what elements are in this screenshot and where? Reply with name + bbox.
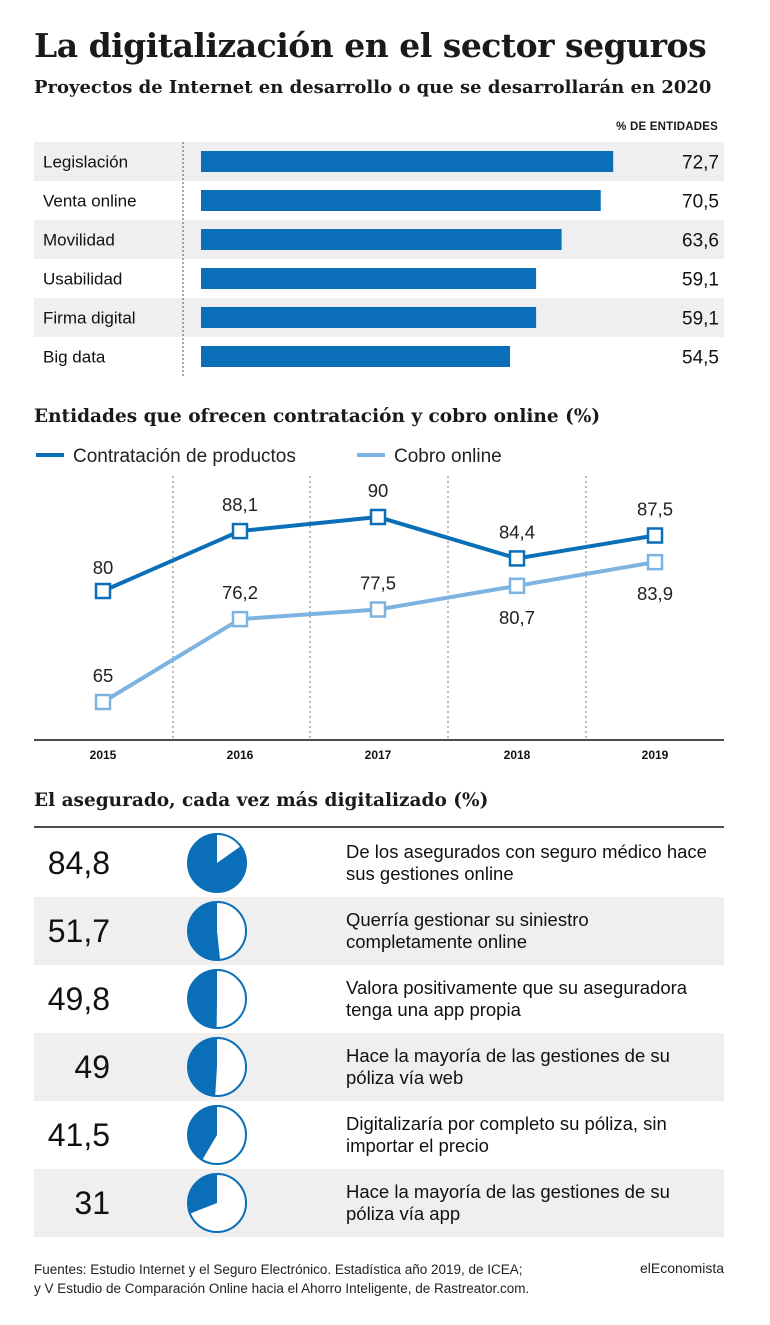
pie-slice (188, 1106, 217, 1160)
bar-value-label: 59,1 (682, 270, 719, 291)
pie-description: Hace la mayoría de las gestiones de su (346, 1045, 670, 1066)
data-label: 65 (93, 665, 114, 686)
bar-category-label: Legislación (43, 153, 128, 172)
x-tick-label: 2015 (90, 748, 117, 762)
bar (201, 229, 562, 250)
page-title: La digitalización en el sector seguros (34, 26, 707, 65)
footer-sources: Fuentes: Estudio Internet y el Seguro El… (34, 1260, 529, 1298)
pie-description: Valora positivamente que su aseguradora (346, 977, 688, 998)
bar-category-label: Venta online (43, 192, 137, 211)
pie-description: completamente online (346, 931, 527, 952)
x-tick-label: 2016 (227, 748, 254, 762)
data-label: 83,9 (637, 583, 673, 604)
bar-value-label: 70,5 (682, 192, 719, 213)
percent-value: 49,8 (48, 981, 110, 1017)
pie-row-bg (34, 1033, 724, 1101)
percent-value: 41,5 (48, 1117, 110, 1153)
pie-description: importar el precio (346, 1135, 489, 1156)
pie-list: 84,8 De los asegurados con seguro médico … (34, 826, 724, 1237)
pie-description: tenga una app propia (346, 999, 522, 1020)
series-marker (94, 582, 112, 600)
bar-value-label: 63,6 (682, 231, 719, 252)
pie-description: sus gestiones online (346, 863, 514, 884)
legend-label: Contratación de productos (73, 446, 296, 467)
legend-label: Cobro online (394, 446, 502, 467)
bar-category-label: Big data (43, 348, 106, 367)
bar (201, 190, 601, 211)
data-label: 84,4 (499, 521, 535, 542)
bar (201, 307, 537, 328)
data-label: 90 (368, 480, 389, 501)
line-chart: Contratación de productos Cobro online 201… (34, 446, 724, 762)
pie-row-bg (34, 1169, 724, 1237)
percent-value: 49 (74, 1049, 110, 1085)
data-label: 87,5 (637, 499, 673, 520)
bar-value-label: 54,5 (682, 348, 719, 369)
series-marker (646, 527, 664, 544)
pie-slice (188, 834, 247, 892)
data-label: 80,7 (499, 607, 535, 628)
percent-value: 84,8 (48, 845, 110, 881)
pie-description: Querría gestionar su siniestro (346, 909, 589, 930)
data-label: 77,5 (360, 573, 396, 594)
pie-slice (187, 1038, 217, 1096)
pie-description: Digitalizaría por completo su póliza, si… (346, 1113, 667, 1134)
bar-value-label: 72,7 (682, 153, 719, 174)
footer-source-line: Fuentes: Estudio Internet y el Seguro El… (34, 1262, 523, 1277)
bar (201, 151, 614, 172)
bar-category-label: Usabilidad (43, 270, 122, 289)
x-tick-label: 2017 (365, 748, 392, 762)
pie-description: póliza vía app (346, 1203, 460, 1224)
pie-row-bg (34, 897, 724, 965)
series-marker (94, 693, 112, 711)
series-marker (508, 550, 526, 567)
bar-value-label: 59,1 (682, 309, 719, 330)
series-marker (231, 610, 249, 628)
bar (201, 346, 511, 367)
pie-slice (187, 902, 221, 960)
bar (201, 268, 537, 289)
series-marker (508, 577, 526, 595)
bar-category-label: Movilidad (43, 231, 115, 250)
percent-value: 51,7 (48, 913, 110, 949)
pie-description: Hace la mayoría de las gestiones de su (346, 1181, 670, 1202)
x-tick-label: 2018 (504, 748, 531, 762)
footer-source-line: y V Estudio de Comparación Online hacia … (34, 1281, 530, 1296)
series-marker (369, 601, 387, 618)
bar-chart-unit-label: % DE ENTIDADES (616, 121, 718, 133)
pie-section-title: El asegurado, cada vez más digitalizado … (34, 790, 489, 811)
data-label: 76,2 (222, 582, 258, 603)
series-marker (231, 522, 249, 540)
line-chart-title: Entidades que ofrecen contratación y cob… (34, 406, 601, 427)
series-marker (369, 508, 387, 526)
bar-category-label: Firma digital (43, 309, 136, 328)
bar-chart: Legislación 72,7 Venta online 70,5 Movilidad… (34, 142, 724, 376)
pie-description: De los asegurados con seguro médico hace (346, 841, 707, 862)
percent-value: 31 (74, 1185, 110, 1221)
data-label: 88,1 (222, 494, 258, 515)
pie-slice (187, 970, 217, 1028)
brand-name: elEconomista (639, 1260, 724, 1276)
x-tick-label: 2019 (642, 748, 669, 762)
data-label: 80 (93, 557, 114, 578)
pie-description: póliza vía web (346, 1067, 463, 1088)
page-subtitle: Proyectos de Internet en desarrollo o qu… (34, 77, 712, 98)
pie-slice (188, 1174, 217, 1214)
series-marker (646, 553, 664, 571)
